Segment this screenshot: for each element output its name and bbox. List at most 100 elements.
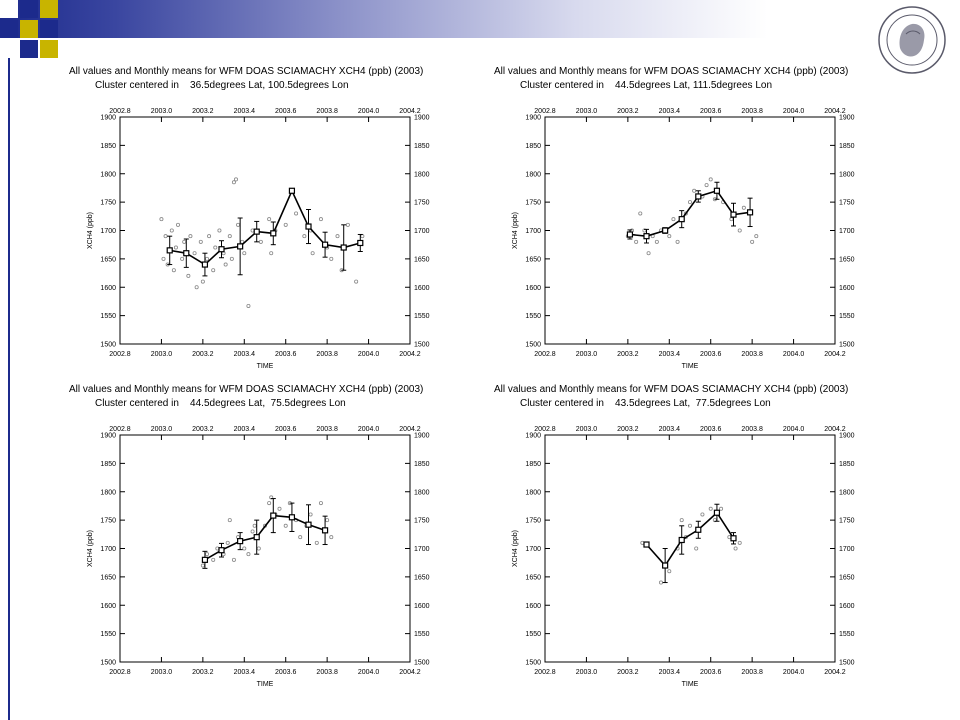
x-tick-label: 2003.6 bbox=[700, 669, 722, 676]
x-tick-label: 2003.4 bbox=[659, 669, 681, 676]
y-tick-label: 1650 bbox=[525, 574, 541, 581]
title-bar-gradient bbox=[0, 0, 960, 38]
x-tick-label: 2002.8 bbox=[109, 351, 131, 358]
logo-square bbox=[40, 40, 58, 58]
x-tick-label-top: 2003.0 bbox=[151, 426, 173, 433]
scatter-point bbox=[638, 211, 643, 216]
x-tick-label-top: 2003.2 bbox=[617, 108, 639, 115]
chart-panel: All values and Monthly means for WFM DOA… bbox=[480, 62, 890, 380]
logo-square bbox=[0, 20, 18, 38]
y-tick-label-right: 1650 bbox=[414, 256, 430, 263]
x-tick-label-top: 2002.8 bbox=[109, 108, 131, 115]
y-axis-label: XCH4 (ppb) bbox=[87, 530, 94, 567]
mean-marker bbox=[643, 233, 650, 240]
scatter-point bbox=[211, 557, 216, 562]
plot-frame bbox=[119, 116, 411, 345]
y-tick-label-right: 1900 bbox=[414, 433, 430, 440]
scatter-point bbox=[687, 200, 692, 205]
scatter-point bbox=[283, 222, 288, 227]
mean-line bbox=[169, 188, 361, 266]
mean-marker bbox=[253, 228, 260, 235]
y-tick-label-right: 1750 bbox=[839, 200, 855, 207]
chart-subtitle: Cluster centered in 44.5degrees Lat, 111… bbox=[520, 80, 773, 91]
x-axis-label: TIME bbox=[682, 681, 699, 688]
scatter-point bbox=[708, 177, 713, 182]
chart-subtitle: Cluster centered in 43.5degrees Lat, 77.… bbox=[520, 398, 771, 409]
mean-marker bbox=[321, 527, 329, 534]
scatter-point bbox=[269, 251, 274, 256]
mean-marker bbox=[218, 246, 225, 253]
y-tick-label: 1650 bbox=[100, 574, 116, 581]
scatter-point bbox=[267, 501, 272, 506]
scatter-point bbox=[231, 557, 236, 562]
x-tick-label-top: 2003.0 bbox=[576, 426, 598, 433]
x-tick-label: 2003.6 bbox=[700, 351, 722, 358]
x-tick-label: 2003.2 bbox=[617, 669, 639, 676]
mean-marker bbox=[678, 536, 685, 544]
scatter-point bbox=[335, 234, 340, 239]
mean-marker bbox=[713, 509, 721, 516]
y-tick-label-right: 1650 bbox=[414, 574, 430, 581]
x-tick-label: 2003.8 bbox=[741, 351, 763, 358]
scatter-point bbox=[302, 234, 307, 239]
mean-marker bbox=[662, 227, 669, 234]
scatter-point bbox=[294, 211, 299, 216]
y-tick-label: 1850 bbox=[525, 143, 541, 150]
mean-marker bbox=[305, 223, 312, 230]
scatter-point bbox=[692, 188, 697, 193]
x-axis-label: TIME bbox=[682, 363, 699, 370]
mean-marker bbox=[730, 211, 737, 218]
scatter-point bbox=[227, 234, 232, 239]
y-tick-label: 1750 bbox=[100, 200, 116, 207]
y-tick-label-right: 1550 bbox=[839, 313, 855, 320]
scatter-point bbox=[704, 183, 709, 188]
y-tick-label-right: 1750 bbox=[839, 518, 855, 525]
plot-frame bbox=[119, 434, 411, 663]
scatter-point bbox=[708, 506, 713, 511]
logo-squares bbox=[0, 0, 80, 60]
mean-marker bbox=[678, 216, 685, 223]
mean-line bbox=[629, 189, 751, 237]
y-tick-label: 1850 bbox=[100, 461, 116, 468]
scatter-point bbox=[171, 268, 176, 273]
x-tick-label: 2002.8 bbox=[109, 669, 131, 676]
scatter-point bbox=[176, 222, 181, 227]
x-tick-label-top: 2004.2 bbox=[824, 108, 846, 115]
scatter-point bbox=[737, 228, 742, 233]
scatter-point bbox=[700, 512, 705, 517]
mean-marker bbox=[713, 187, 721, 194]
scatter-point bbox=[687, 523, 692, 528]
scatter-point bbox=[750, 239, 755, 244]
plot-frame bbox=[544, 434, 836, 663]
y-tick-label-right: 1800 bbox=[839, 489, 855, 496]
mean-marker bbox=[626, 231, 634, 238]
y-tick-label: 1550 bbox=[100, 631, 116, 638]
y-tick-label: 1500 bbox=[100, 342, 116, 349]
mean-marker bbox=[746, 209, 754, 216]
x-tick-label: 2002.8 bbox=[534, 351, 556, 358]
y-tick-label-right: 1600 bbox=[839, 285, 855, 292]
scatter-point bbox=[188, 234, 193, 239]
x-tick-label: 2004.0 bbox=[358, 351, 380, 358]
mean-marker bbox=[730, 535, 737, 542]
scatter-point bbox=[161, 256, 166, 261]
chart-svg: 2002.8 2002.8 2003.0 2003.0 2003.2 2003.2 2003… bbox=[512, 426, 855, 688]
y-tick-label-right: 1550 bbox=[414, 313, 430, 320]
mean-marker bbox=[643, 541, 650, 548]
x-axis-label: TIME bbox=[257, 363, 274, 370]
y-tick-label: 1800 bbox=[100, 489, 116, 496]
y-tick-label-right: 1550 bbox=[414, 631, 430, 638]
mean-marker bbox=[201, 556, 209, 563]
y-tick-label-right: 1500 bbox=[839, 342, 855, 349]
y-tick-label-right: 1500 bbox=[839, 660, 855, 667]
mean-marker bbox=[695, 193, 702, 200]
x-tick-label: 2004.0 bbox=[783, 351, 805, 358]
logo-square bbox=[0, 0, 18, 18]
x-tick-label-top: 2003.8 bbox=[316, 108, 338, 115]
scatter-point bbox=[667, 234, 672, 239]
logo-square bbox=[20, 20, 38, 38]
y-tick-label-right: 1600 bbox=[414, 285, 430, 292]
mean-marker bbox=[695, 526, 702, 533]
chart-panel: All values and Monthly means for WFM DOA… bbox=[55, 62, 465, 380]
scatter-point bbox=[694, 546, 699, 551]
